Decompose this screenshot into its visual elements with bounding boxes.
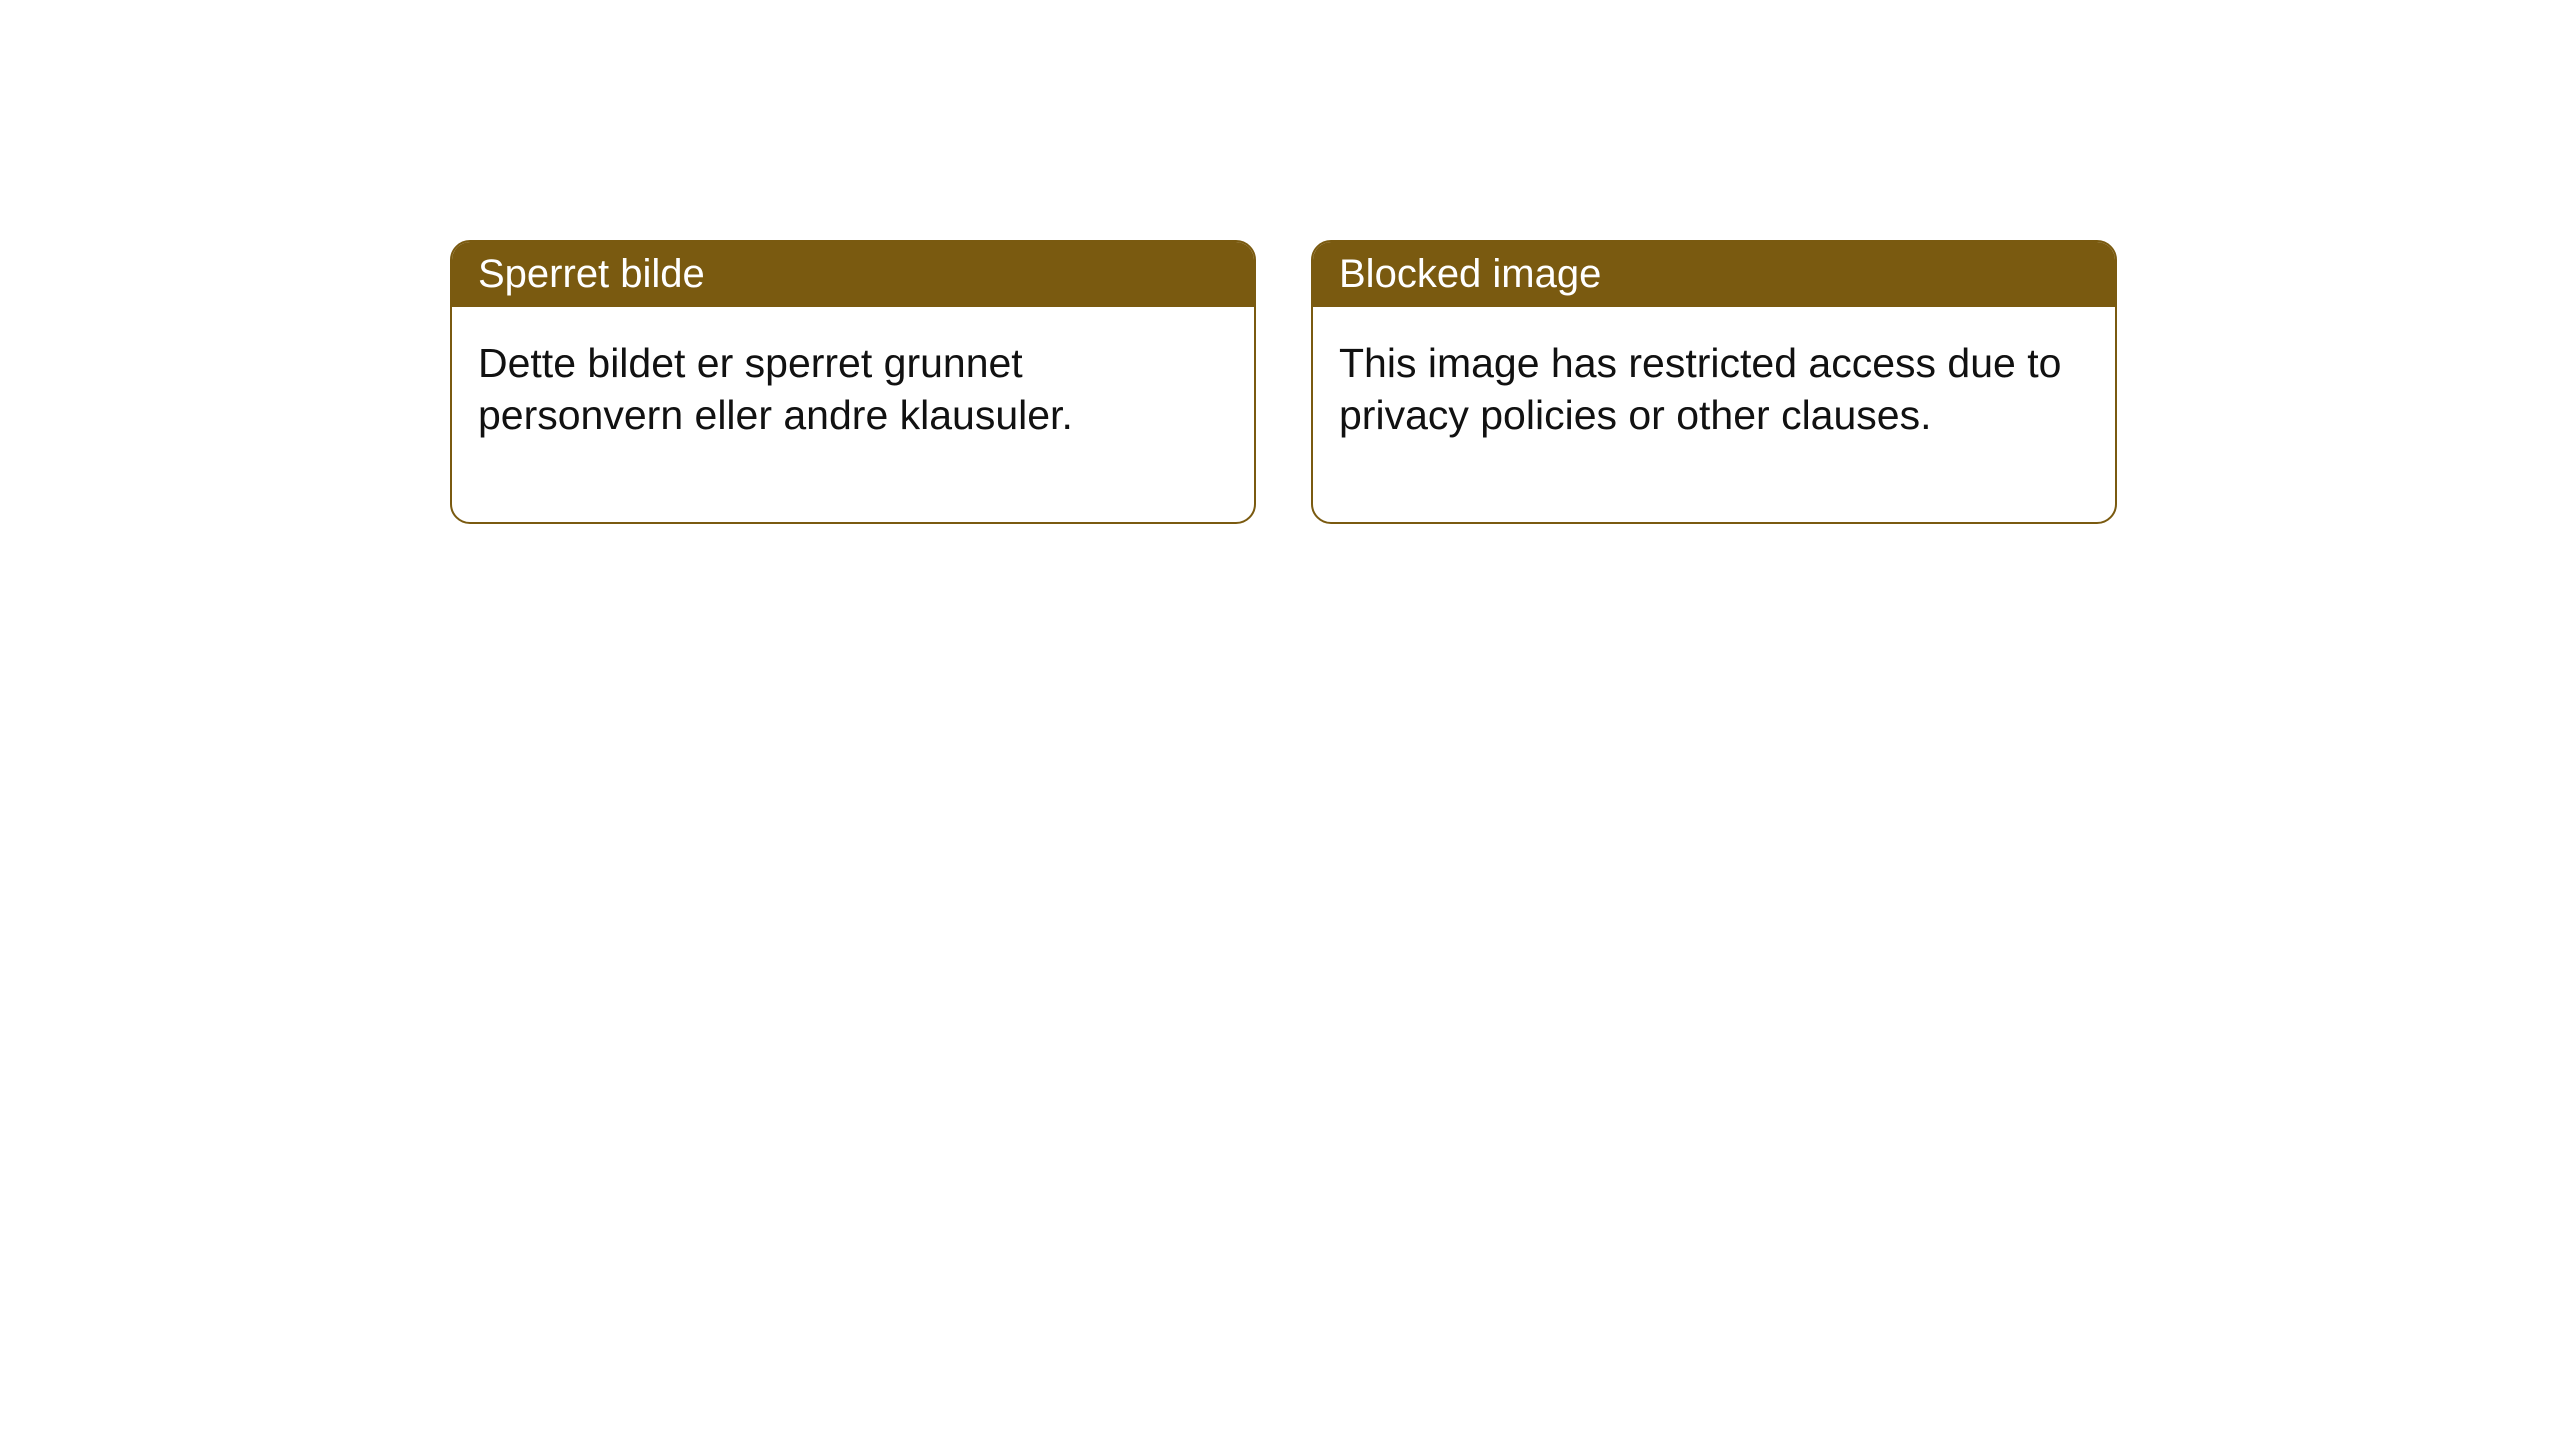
card-header: Sperret bilde xyxy=(452,242,1254,307)
notice-card-english: Blocked image This image has restricted … xyxy=(1311,240,2117,524)
notice-card-norwegian: Sperret bilde Dette bildet er sperret gr… xyxy=(450,240,1256,524)
card-body: Dette bildet er sperret grunnet personve… xyxy=(452,307,1254,522)
card-body: This image has restricted access due to … xyxy=(1313,307,2115,522)
notice-cards-container: Sperret bilde Dette bildet er sperret gr… xyxy=(450,240,2117,524)
card-header: Blocked image xyxy=(1313,242,2115,307)
